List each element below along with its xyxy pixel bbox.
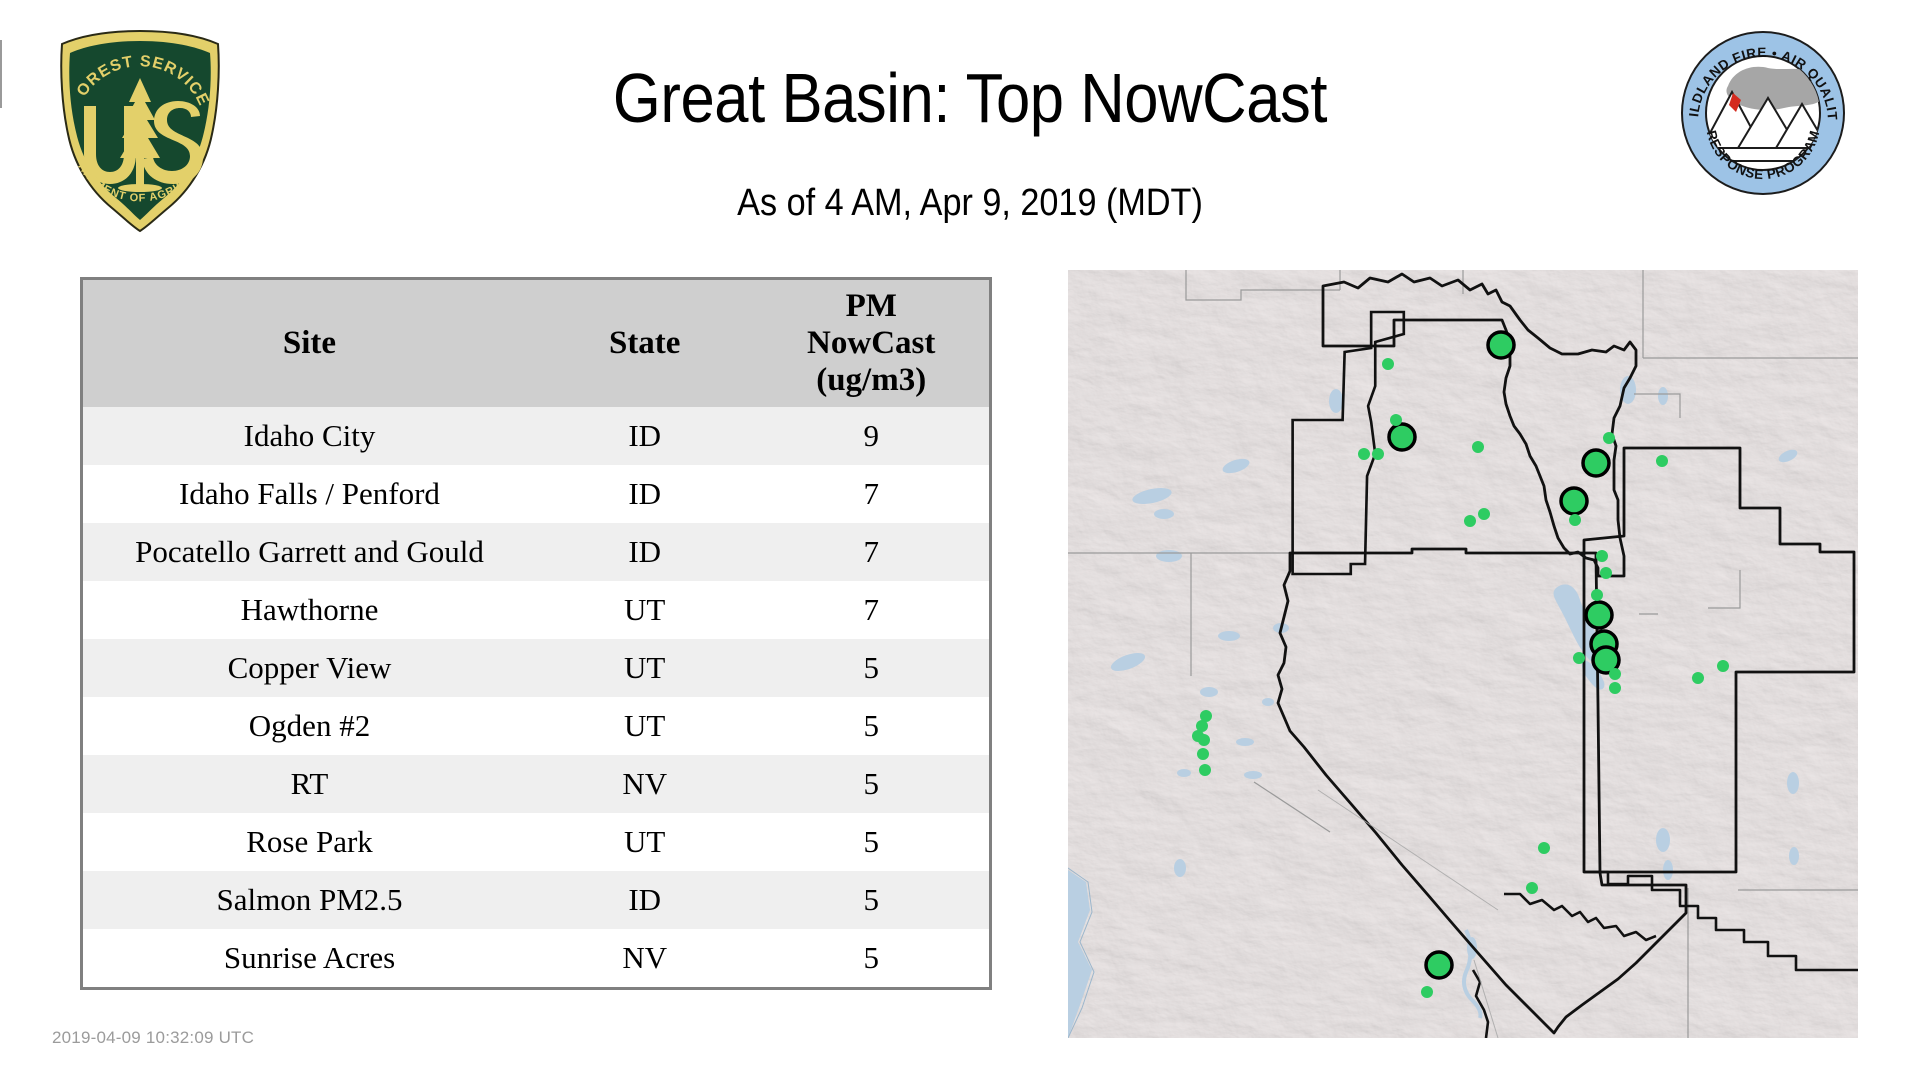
cell-site: Pocatello Garrett and Gould: [135, 533, 484, 569]
forest-service-logo: FOREST SERVICE DEPARTMENT OF AGRICULTURE: [50, 28, 230, 233]
monitor-marker-highlighted: [1486, 330, 1516, 360]
cell-pm-nowcast: 5: [863, 939, 879, 975]
cell-site: RT: [290, 765, 329, 801]
cell-pm-nowcast: 7: [863, 475, 879, 511]
table-row: Ogden #2 UT 5: [83, 696, 989, 755]
wfaqrp-logo: WILDLAND FIRE • AIR QUALITY RESPONSE PRO…: [1680, 30, 1846, 196]
monitor-marker-highlighted: [1559, 486, 1589, 516]
table-header: Site State PM NowCast (ug/m3): [83, 280, 989, 407]
generated-timestamp: 2019-04-09 10:32:09 UTC: [52, 1028, 255, 1047]
left-edge-rule: [0, 40, 2, 108]
cell-state: UT: [624, 649, 666, 685]
table-row: Sunrise Acres NV 5: [83, 928, 989, 987]
state-boundary-idaho: [1291, 310, 1406, 576]
cell-pm-nowcast: 5: [863, 765, 879, 801]
table-row: Copper View UT 5: [83, 638, 989, 697]
cell-site: Copper View: [227, 649, 392, 685]
neighbor-state-lines: [1068, 270, 1858, 1038]
table-row: Idaho Falls / Penford ID 7: [83, 464, 989, 523]
monitor-marker-highlighted: [1424, 950, 1454, 980]
cell-pm-nowcast: 7: [863, 591, 879, 627]
column-header-pm-line2: NowCast: [807, 324, 936, 361]
page-subtitle: As of 4 AM, Apr 9, 2019 (MDT): [737, 182, 1203, 224]
table-body: Idaho City ID 9 Idaho Falls / Penford ID 7 Poc…: [83, 406, 989, 987]
cell-site: Idaho Falls / Penford: [179, 475, 440, 511]
cell-site: Sunrise Acres: [223, 939, 396, 975]
column-header-site: Site: [83, 280, 536, 407]
monitor-map[interactable]: [1068, 270, 1858, 1038]
cell-state: ID: [628, 475, 662, 511]
cell-state: ID: [628, 881, 662, 917]
cell-state: ID: [628, 533, 662, 569]
monitor-markers: [1192, 358, 1729, 998]
table-row: RT NV 5: [83, 754, 989, 813]
table-row: Idaho City ID 9: [83, 406, 989, 465]
cell-site: Hawthorne: [240, 591, 379, 627]
cell-pm-nowcast: 7: [863, 533, 879, 569]
cell-state: NV: [622, 939, 668, 975]
page-title: Great Basin: Top NowCast: [612, 59, 1328, 137]
cell-site: Idaho City: [243, 417, 376, 453]
nowcast-table: Site State PM NowCast (ug/m3) Idaho City…: [83, 280, 989, 987]
monitor-marker-highlighted: [1591, 645, 1621, 675]
cell-state: UT: [624, 707, 666, 743]
monitor-marker-highlighted: [1584, 600, 1614, 630]
cell-pm-nowcast: 5: [863, 823, 879, 859]
cell-pm-nowcast: 5: [863, 707, 879, 743]
cell-site: Ogden #2: [248, 707, 371, 743]
nowcast-table-container: Site State PM NowCast (ug/m3) Idaho City…: [80, 277, 992, 990]
column-header-pm-line3: (ug/m3): [816, 361, 927, 398]
cell-pm-nowcast: 9: [863, 417, 879, 453]
ocean-water: [1068, 870, 1092, 1038]
column-header-pm-nowcast: PM NowCast (ug/m3): [753, 280, 989, 407]
table-row: Hawthorne UT 7: [83, 580, 989, 639]
monitor-marker-highlighted: [1581, 448, 1611, 478]
cell-state: NV: [622, 765, 668, 801]
cell-site: Salmon PM2.5: [216, 881, 403, 917]
table-row: Pocatello Garrett and Gould ID 7: [83, 522, 989, 581]
cell-pm-nowcast: 5: [863, 881, 879, 917]
column-header-state: State: [536, 280, 754, 407]
column-header-pm-line1: PM: [845, 288, 897, 324]
cell-state: ID: [628, 417, 662, 453]
table-header-row: Site State PM NowCast (ug/m3): [83, 280, 989, 407]
highlighted-monitor-markers: [1387, 330, 1621, 980]
monitor-marker-highlighted: [1387, 422, 1417, 452]
state-boundaries: [1276, 272, 1856, 1035]
cell-pm-nowcast: 5: [863, 649, 879, 685]
cell-state: UT: [624, 591, 666, 627]
table-row: Rose Park UT 5: [83, 812, 989, 871]
table-row: Salmon PM2.5 ID 5: [83, 870, 989, 929]
cell-state: UT: [624, 823, 666, 859]
cell-site: Rose Park: [246, 823, 373, 859]
